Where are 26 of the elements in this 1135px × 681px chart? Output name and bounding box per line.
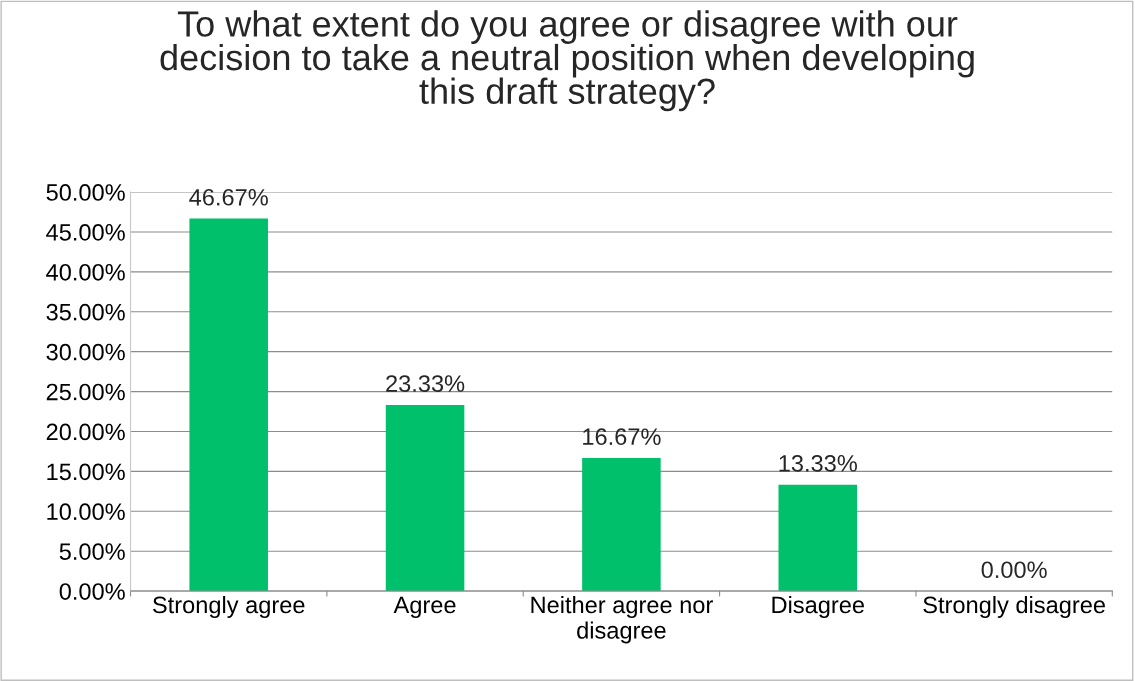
x-tick-label: Disagree [772, 595, 864, 618]
bar [189, 218, 268, 592]
y-tick-label: 50.00% [46, 184, 125, 201]
data-label: 46.67% [189, 188, 268, 206]
data-label: 0.00% [981, 561, 1047, 579]
x-tick-label: Strongly disagree [923, 595, 1105, 618]
bar [385, 404, 465, 592]
data-label: 23.33% [386, 375, 465, 392]
bar [778, 484, 858, 592]
data-label: 16.67% [583, 428, 661, 446]
bar [582, 458, 661, 592]
x-tick-label: Agree [393, 596, 456, 618]
y-tick-label: 35.00% [46, 303, 125, 321]
y-tick-label: 30.00% [46, 343, 125, 361]
x-tick-label: Strongly agree [153, 595, 305, 618]
data-label: 13.33% [779, 455, 857, 472]
y-tick-label: 25.00% [46, 383, 125, 401]
y-tick-label: 5.00% [59, 543, 125, 560]
y-tick-label: 10.00% [47, 503, 125, 521]
y-tick-label: 40.00% [46, 263, 125, 281]
chart-title: To what extent do you agree or disagree with our decision to take a neutral position when developing this draft strategy? [160, 10, 974, 112]
y-tick-label: 15.00% [47, 463, 125, 481]
y-tick-label: 45.00% [46, 224, 125, 241]
x-tick-label: Neither agree nor disagree [531, 595, 713, 644]
y-tick-label: 20.00% [46, 423, 125, 441]
y-tick-label: 0.00% [59, 583, 125, 600]
